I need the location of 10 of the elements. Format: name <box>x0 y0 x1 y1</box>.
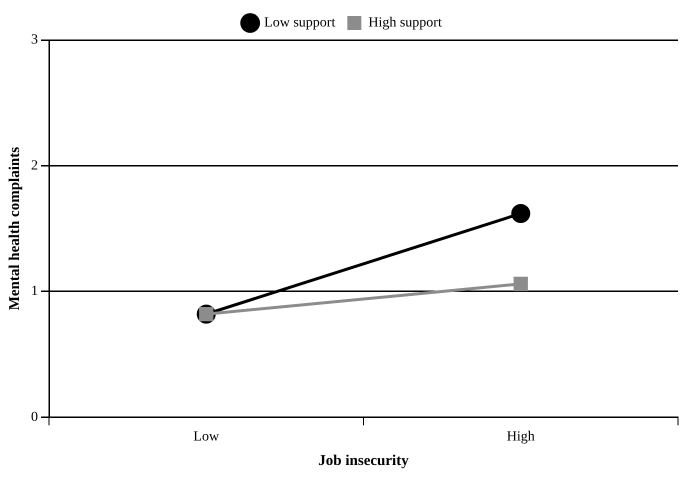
y-tick-label: 0 <box>31 410 38 425</box>
y-tick-label: 3 <box>31 32 38 48</box>
legend-label: Low support <box>264 16 336 31</box>
x-tick-label: Low <box>193 429 220 444</box>
x-tick-label: High <box>506 429 535 444</box>
y-axis-title: Mental health complaints <box>6 146 23 310</box>
legend-label: High support <box>368 16 442 31</box>
y-tick-label: 2 <box>31 158 38 174</box>
x-axis-title: Job insecurity <box>318 452 410 469</box>
y-tick-label: 1 <box>31 284 38 300</box>
